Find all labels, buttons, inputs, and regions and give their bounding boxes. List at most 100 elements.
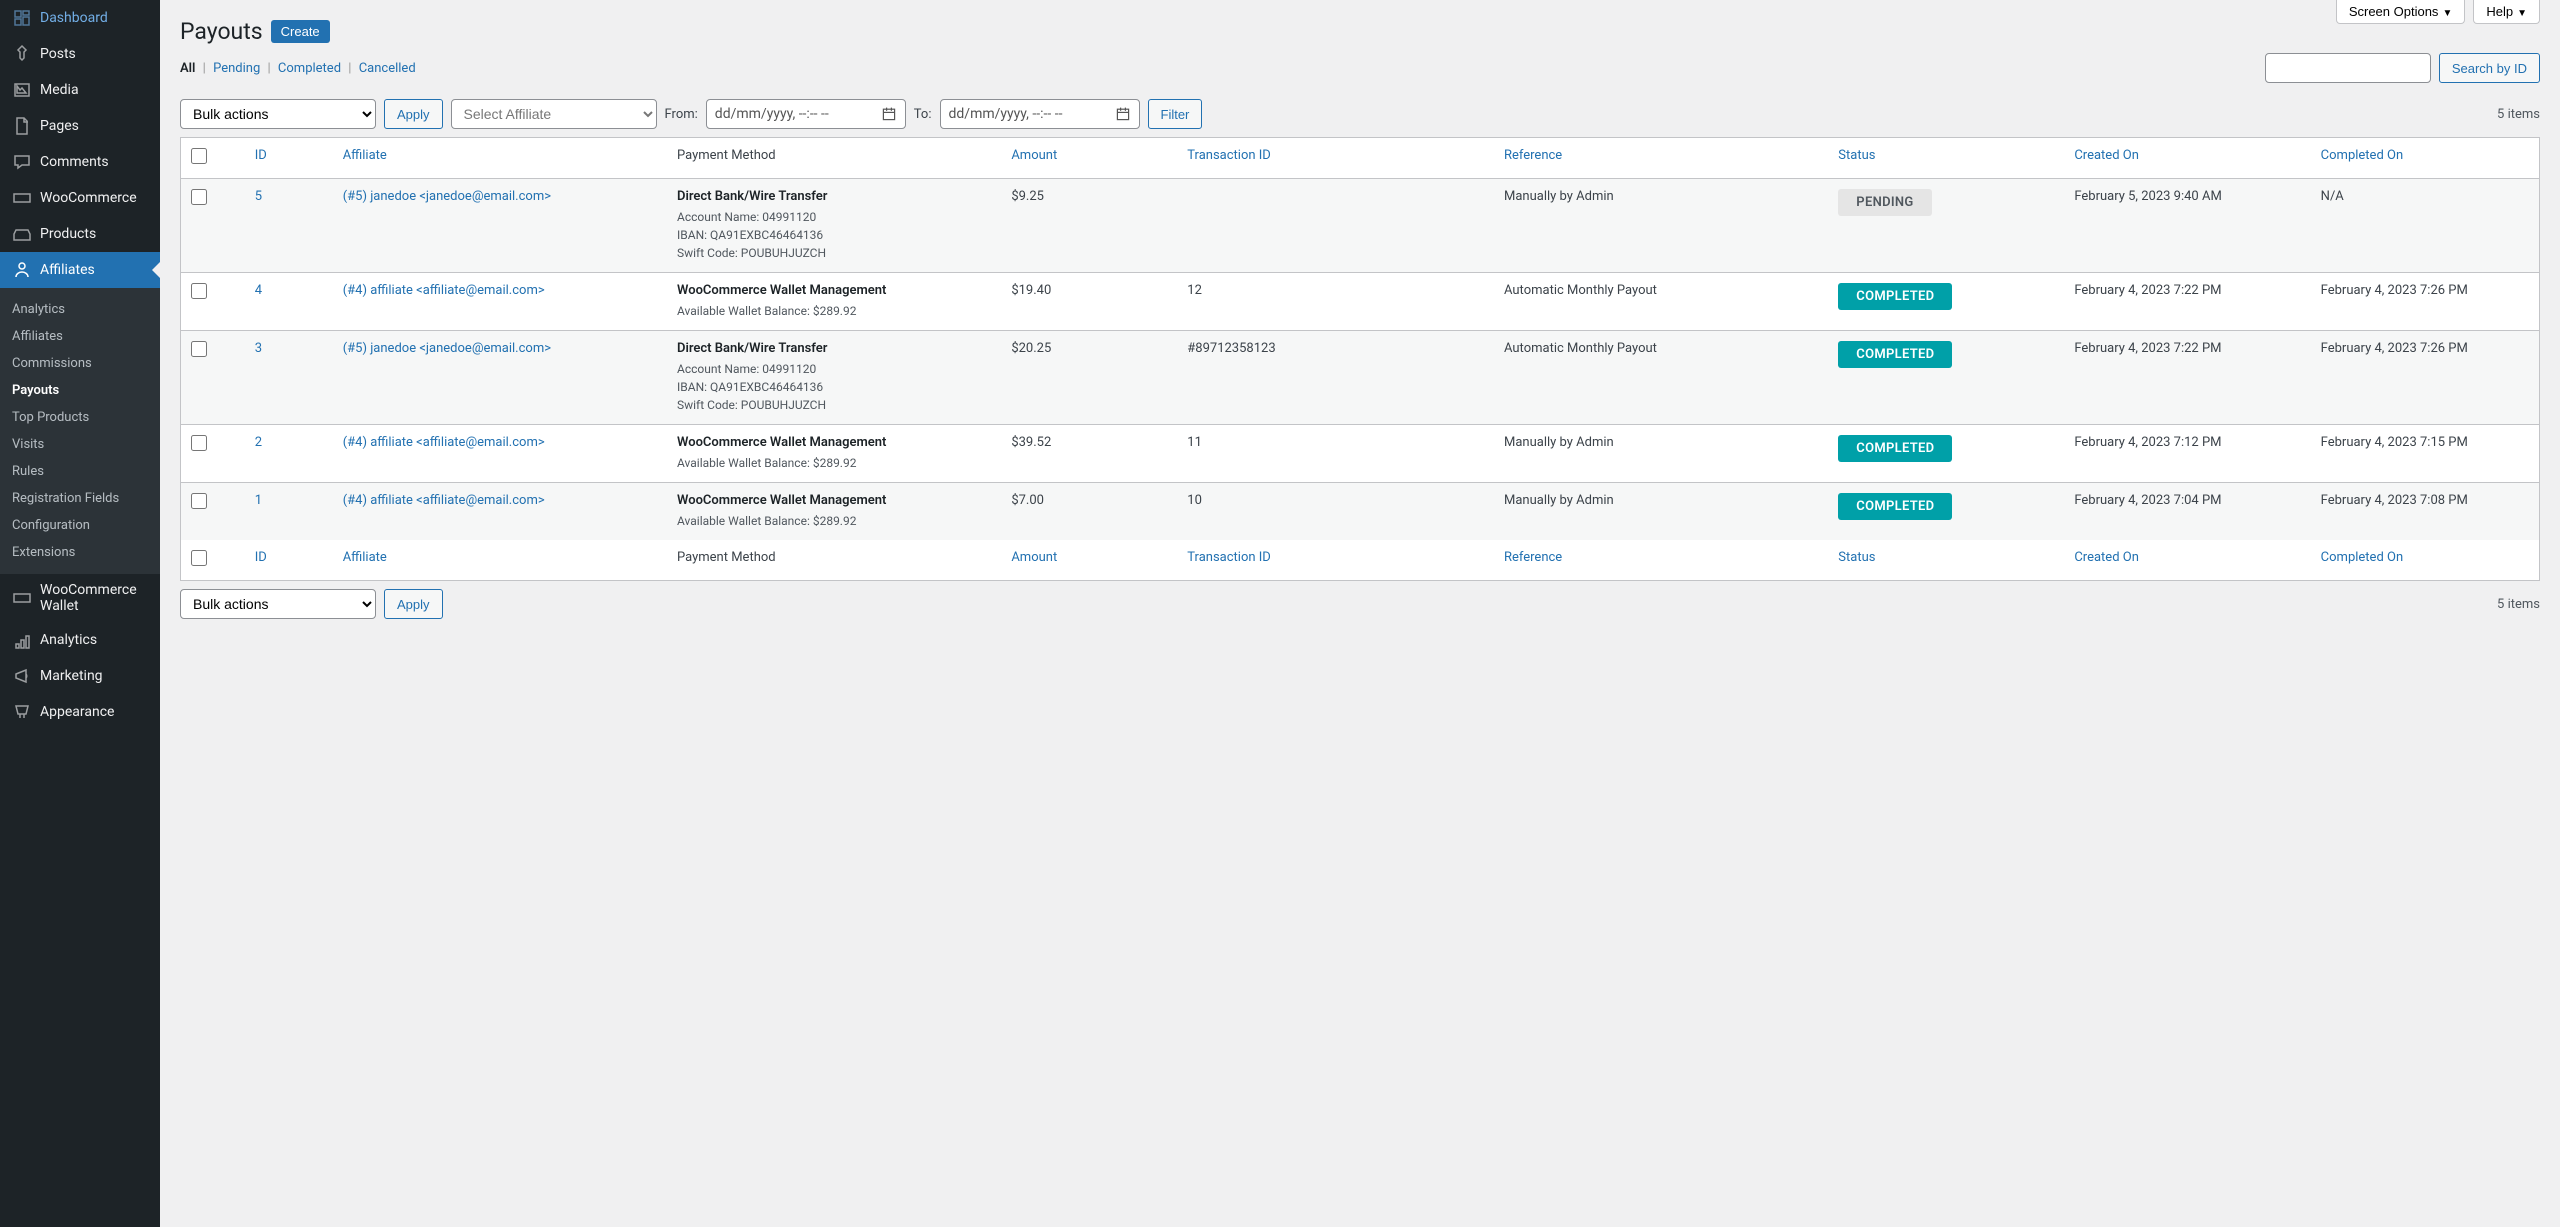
- from-label: From:: [665, 107, 698, 122]
- status-badge: COMPLETED: [1838, 435, 1952, 462]
- col-affiliate[interactable]: Affiliate: [343, 148, 387, 163]
- row-affiliate-link[interactable]: (#5) janedoe <janedoe@email.com>: [343, 189, 551, 204]
- submenu-item-payouts[interactable]: Payouts: [0, 377, 160, 404]
- row-transaction-id: 12: [1177, 273, 1494, 331]
- submenu-item-analytics[interactable]: Analytics: [0, 296, 160, 323]
- col-payment-method-footer: Payment Method: [667, 540, 1001, 581]
- filter-completed[interactable]: Completed: [278, 61, 341, 76]
- col-amount-footer[interactable]: Amount: [1011, 550, 1057, 565]
- sidebar-item-marketing[interactable]: Marketing: [0, 658, 160, 694]
- row-checkbox[interactable]: [191, 435, 207, 451]
- row-amount: $19.40: [1001, 273, 1177, 331]
- create-button[interactable]: Create: [271, 20, 330, 43]
- table-row: 2(#4) affiliate <affiliate@email.com>Woo…: [181, 425, 2540, 483]
- items-count-bottom: 5 items: [2497, 597, 2540, 612]
- sidebar-item-products[interactable]: Products: [0, 216, 160, 252]
- col-transaction-id-footer[interactable]: Transaction ID: [1187, 550, 1271, 565]
- filter-pending[interactable]: Pending: [213, 61, 260, 76]
- col-status-footer[interactable]: Status: [1838, 550, 1875, 565]
- row-checkbox[interactable]: [191, 283, 207, 299]
- row-completed-on: February 4, 2023 7:08 PM: [2311, 483, 2540, 541]
- sidebar-item-label: Media: [40, 82, 79, 98]
- search-by-id-button[interactable]: Search by ID: [2439, 53, 2540, 83]
- apply-bulk-button[interactable]: Apply: [384, 99, 443, 129]
- sidebar-item-media[interactable]: Media: [0, 72, 160, 108]
- products-icon: [12, 224, 32, 244]
- bulk-actions-select-bottom[interactable]: Bulk actions: [180, 589, 376, 619]
- submenu-item-affiliates[interactable]: Affiliates: [0, 323, 160, 350]
- col-status[interactable]: Status: [1838, 148, 1875, 163]
- col-id-footer[interactable]: ID: [255, 550, 267, 565]
- search-input[interactable]: [2265, 53, 2431, 83]
- submenu-item-commissions[interactable]: Commissions: [0, 350, 160, 377]
- col-amount[interactable]: Amount: [1011, 148, 1057, 163]
- col-completed-on-footer[interactable]: Completed On: [2321, 550, 2403, 565]
- sidebar-item-affiliates[interactable]: Affiliates: [0, 252, 160, 288]
- row-affiliate-link[interactable]: (#4) affiliate <affiliate@email.com>: [343, 283, 545, 298]
- sidebar-item-comments[interactable]: Comments: [0, 144, 160, 180]
- filter-button[interactable]: Filter: [1148, 99, 1203, 129]
- row-reference: Manually by Admin: [1494, 483, 1828, 541]
- col-reference-footer[interactable]: Reference: [1504, 550, 1562, 565]
- col-created-on-footer[interactable]: Created On: [2074, 550, 2139, 565]
- payouts-table: ID Affiliate Payment Method Amount Trans…: [180, 137, 2540, 581]
- col-created-on[interactable]: Created On: [2074, 148, 2139, 163]
- submenu-item-rules[interactable]: Rules: [0, 458, 160, 485]
- row-created-on: February 5, 2023 9:40 AM: [2064, 179, 2310, 273]
- row-reference: Automatic Monthly Payout: [1494, 331, 1828, 425]
- row-checkbox[interactable]: [191, 341, 207, 357]
- col-completed-on[interactable]: Completed On: [2321, 148, 2403, 163]
- col-reference[interactable]: Reference: [1504, 148, 1562, 163]
- sidebar-item-label: Analytics: [40, 632, 97, 648]
- col-payment-method: Payment Method: [667, 138, 1001, 179]
- sidebar-item-posts[interactable]: Posts: [0, 36, 160, 72]
- select-all-checkbox-footer[interactable]: [191, 550, 207, 566]
- col-id[interactable]: ID: [255, 148, 267, 163]
- row-id-link[interactable]: 2: [255, 435, 262, 450]
- sidebar-item-pages[interactable]: Pages: [0, 108, 160, 144]
- select-affiliate[interactable]: Select Affiliate: [451, 99, 657, 129]
- row-affiliate-link[interactable]: (#4) affiliate <affiliate@email.com>: [343, 435, 545, 450]
- col-affiliate-footer[interactable]: Affiliate: [343, 550, 387, 565]
- comment-icon: [12, 152, 32, 172]
- to-date-input[interactable]: dd/mm/yyyy, --:-- --: [940, 99, 1140, 129]
- dashboard-icon: [12, 8, 32, 28]
- sidebar-item-label: Posts: [40, 46, 76, 62]
- submenu-item-top-products[interactable]: Top Products: [0, 404, 160, 431]
- row-id-link[interactable]: 4: [255, 283, 262, 298]
- row-reference: Manually by Admin: [1494, 179, 1828, 273]
- submenu-item-configuration[interactable]: Configuration: [0, 512, 160, 539]
- from-date-input[interactable]: dd/mm/yyyy, --:-- --: [706, 99, 906, 129]
- filter-cancelled[interactable]: Cancelled: [359, 61, 416, 76]
- select-all-checkbox[interactable]: [191, 148, 207, 164]
- row-id-link[interactable]: 5: [255, 189, 262, 204]
- row-transaction-id: 10: [1177, 483, 1494, 541]
- payment-method-detail: Account Name: 04991120: [677, 208, 991, 226]
- page-icon: [12, 116, 32, 136]
- apply-bulk-button-bottom[interactable]: Apply: [384, 589, 443, 619]
- sidebar-item-woocommerce[interactable]: WooCommerce: [0, 180, 160, 216]
- row-id-link[interactable]: 3: [255, 341, 262, 356]
- submenu-item-registration-fields[interactable]: Registration Fields: [0, 485, 160, 512]
- help-button[interactable]: Help▼: [2473, 0, 2540, 24]
- row-checkbox[interactable]: [191, 493, 207, 509]
- submenu-item-visits[interactable]: Visits: [0, 431, 160, 458]
- bulk-actions-select[interactable]: Bulk actions: [180, 99, 376, 129]
- sidebar-item-woocommerce-wallet[interactable]: WooCommerce Wallet: [0, 574, 160, 622]
- filter-all[interactable]: All: [180, 61, 195, 76]
- row-id-link[interactable]: 1: [255, 493, 262, 508]
- payment-method-detail: IBAN: QA91EXBC46464136: [677, 378, 991, 396]
- row-affiliate-link[interactable]: (#4) affiliate <affiliate@email.com>: [343, 493, 545, 508]
- sidebar-item-label: WooCommerce Wallet: [40, 582, 152, 614]
- sidebar-item-dashboard[interactable]: Dashboard: [0, 0, 160, 36]
- row-affiliate-link[interactable]: (#5) janedoe <janedoe@email.com>: [343, 341, 551, 356]
- table-row: 4(#4) affiliate <affiliate@email.com>Woo…: [181, 273, 2540, 331]
- sidebar-item-analytics[interactable]: Analytics: [0, 622, 160, 658]
- sidebar-item-appearance[interactable]: Appearance: [0, 694, 160, 730]
- payment-method-detail: Swift Code: POUBUHJUZCH: [677, 396, 991, 414]
- admin-sidebar: DashboardPostsMediaPagesCommentsWooComme…: [0, 0, 160, 1227]
- row-checkbox[interactable]: [191, 189, 207, 205]
- submenu-item-extensions[interactable]: Extensions: [0, 539, 160, 566]
- col-transaction-id[interactable]: Transaction ID: [1187, 148, 1271, 163]
- screen-options-button[interactable]: Screen Options▼: [2336, 0, 2466, 24]
